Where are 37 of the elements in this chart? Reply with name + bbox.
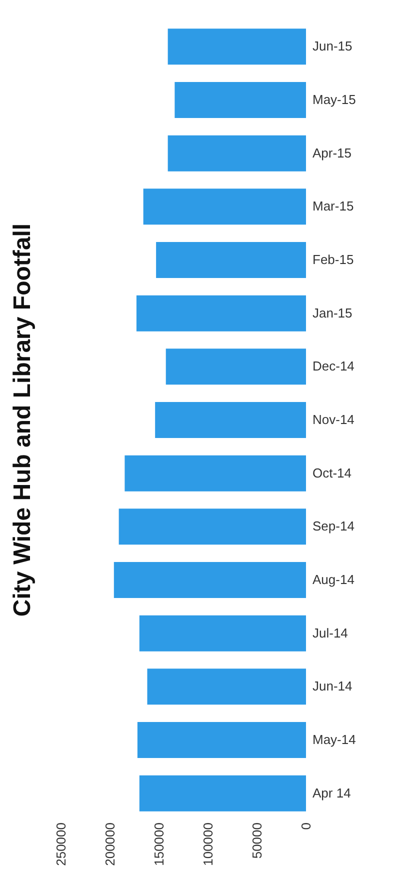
y-tick-label: May-14 <box>312 732 356 747</box>
y-tick-label: Oct-14 <box>312 465 352 480</box>
bar <box>143 188 306 225</box>
x-tick-label: 0 <box>298 822 314 830</box>
bar <box>166 348 306 385</box>
y-tick-label: Aug-14 <box>312 572 354 587</box>
y-tick-label: Jun-15 <box>312 38 352 54</box>
y-tick-label: Jan-15 <box>312 305 352 320</box>
bar <box>137 722 306 758</box>
x-tick-label: 150000 <box>152 822 166 866</box>
bar <box>136 295 306 332</box>
x-tick-label: 200000 <box>102 822 118 866</box>
bar <box>139 615 306 652</box>
text: City Wide Hub and Library Footfall <box>9 223 36 617</box>
y-tick-label: May-15 <box>312 92 356 107</box>
y-tick-label: Mar-15 <box>312 198 354 214</box>
y-tick-label: Jul-14 <box>312 625 348 640</box>
y-tick-label: Dec-14 <box>312 358 354 374</box>
x-tick-label: 50000 <box>250 822 264 859</box>
x-tick-label: 250000 <box>54 822 68 866</box>
bar <box>168 135 306 172</box>
bar <box>155 402 306 438</box>
bar <box>168 28 306 65</box>
y-tick-label: Sep-14 <box>312 518 354 534</box>
y-tick-label: Jun-14 <box>312 678 352 694</box>
bar <box>118 508 306 545</box>
bar <box>124 455 306 492</box>
y-tick-label: Feb-15 <box>312 252 354 267</box>
bar <box>147 668 306 705</box>
bar <box>174 82 306 118</box>
bar <box>114 562 306 598</box>
bar <box>139 775 306 812</box>
x-tick-label: 100000 <box>200 822 216 866</box>
y-tick-label: Apr 14 <box>312 785 351 800</box>
y-tick-label: Nov-14 <box>312 412 354 427</box>
y-tick-label: Apr-15 <box>312 145 352 160</box>
bar <box>156 242 306 278</box>
